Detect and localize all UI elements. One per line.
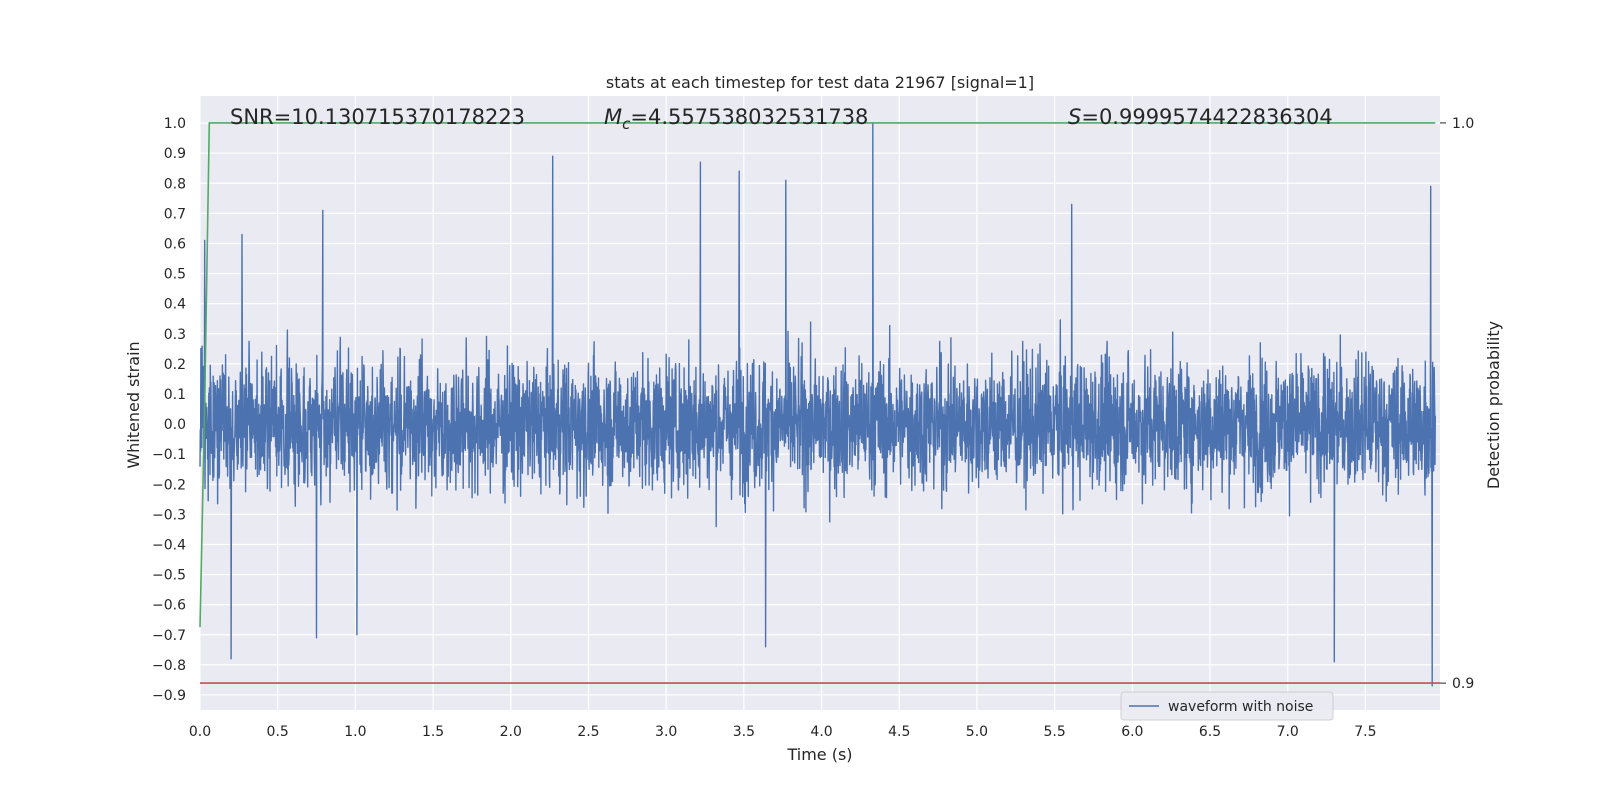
x-tick-label: 2.5 xyxy=(577,724,599,740)
y-tick-label: −0.8 xyxy=(152,658,186,674)
y-axis-ticks: 1.0 0.9 0.8 0.7 0.6 0.5 0.4 0.3 0.2 0.1 0.0 −0.1 −0.… xyxy=(152,116,186,704)
y-tick-label: −0.4 xyxy=(152,537,186,553)
y-tick-label: 0.0 xyxy=(164,417,186,433)
detection-score-value: =0.9999574422836304 xyxy=(1081,105,1332,129)
x-axis-label: Time (s) xyxy=(786,745,852,764)
y-tick-label: −0.5 xyxy=(152,568,186,584)
chirp-mass-subscript: c xyxy=(622,115,631,133)
x-tick-label: 6.5 xyxy=(1199,724,1221,740)
y-tick-label: 0.3 xyxy=(164,327,186,343)
right-tick-label: 0.9 xyxy=(1452,676,1474,692)
chart-title: stats at each timestep for test data 219… xyxy=(606,73,1034,92)
y-tick-label: 0.5 xyxy=(164,267,186,283)
x-tick-label: 7.0 xyxy=(1277,724,1299,740)
x-tick-label: 7.5 xyxy=(1354,724,1376,740)
x-tick-label: 0.5 xyxy=(267,724,289,740)
y-tick-label: 0.6 xyxy=(164,236,186,252)
y-tick-label: 0.8 xyxy=(164,176,186,192)
y-tick-label: 0.7 xyxy=(164,206,186,222)
x-tick-label: 1.0 xyxy=(344,724,366,740)
x-tick-label: 1.5 xyxy=(422,724,444,740)
right-axis-ticks: 1.0 0.9 xyxy=(1440,116,1474,692)
waveform-line xyxy=(199,122,1436,687)
detection-score-annotation: S=0.9999574422836304 xyxy=(1068,105,1333,129)
waveform-series xyxy=(199,122,1436,687)
x-tick-label: 3.0 xyxy=(655,724,677,740)
y-tick-label: 1.0 xyxy=(164,116,186,132)
right-y-axis-label: Detection probability xyxy=(1484,321,1503,489)
right-tick-label: 1.0 xyxy=(1452,116,1474,132)
legend-box xyxy=(1120,691,1334,721)
y-tick-label: −0.1 xyxy=(152,447,186,463)
x-tick-label: 2.0 xyxy=(500,724,522,740)
legend: waveform with noise xyxy=(1120,691,1334,721)
chirp-mass-annotation: Mc=4.557538032531738 xyxy=(604,105,868,133)
y-tick-label: −0.7 xyxy=(152,628,186,644)
chirp-mass-value: =4.557538032531738 xyxy=(630,105,868,129)
legend-label-waveform: waveform with noise xyxy=(1168,699,1313,715)
chirp-mass-symbol: M xyxy=(604,105,622,129)
y-tick-label: −0.6 xyxy=(152,598,186,614)
detection-score-symbol: S xyxy=(1068,105,1081,129)
y-tick-label: −0.3 xyxy=(152,507,186,523)
snr-annotation: SNR=10.130715370178223 xyxy=(230,105,525,129)
x-tick-label: 5.5 xyxy=(1044,724,1066,740)
y-tick-label: 0.9 xyxy=(164,146,186,162)
x-axis-ticks: 0.0 0.5 1.0 1.5 2.0 2.5 3.0 3.5 4.0 4.5 5.0 5.5 6.0 6… xyxy=(189,724,1377,740)
x-tick-label: 5.0 xyxy=(966,724,988,740)
y-tick-label: 0.1 xyxy=(164,387,186,403)
x-tick-label: 4.0 xyxy=(810,724,832,740)
x-tick-label: 6.0 xyxy=(1121,724,1143,740)
x-tick-label: 3.5 xyxy=(733,724,755,740)
y-tick-label: 0.2 xyxy=(164,357,186,373)
x-tick-label: 4.5 xyxy=(888,724,910,740)
detection-probability-line xyxy=(199,122,1436,628)
y-tick-label: −0.9 xyxy=(152,688,186,704)
y-tick-label: 0.4 xyxy=(164,297,186,313)
x-tick-label: 0.0 xyxy=(189,724,211,740)
detection-series xyxy=(199,122,1440,684)
y-axis-label: Whitened strain xyxy=(124,341,143,468)
y-tick-label: −0.2 xyxy=(152,477,186,493)
